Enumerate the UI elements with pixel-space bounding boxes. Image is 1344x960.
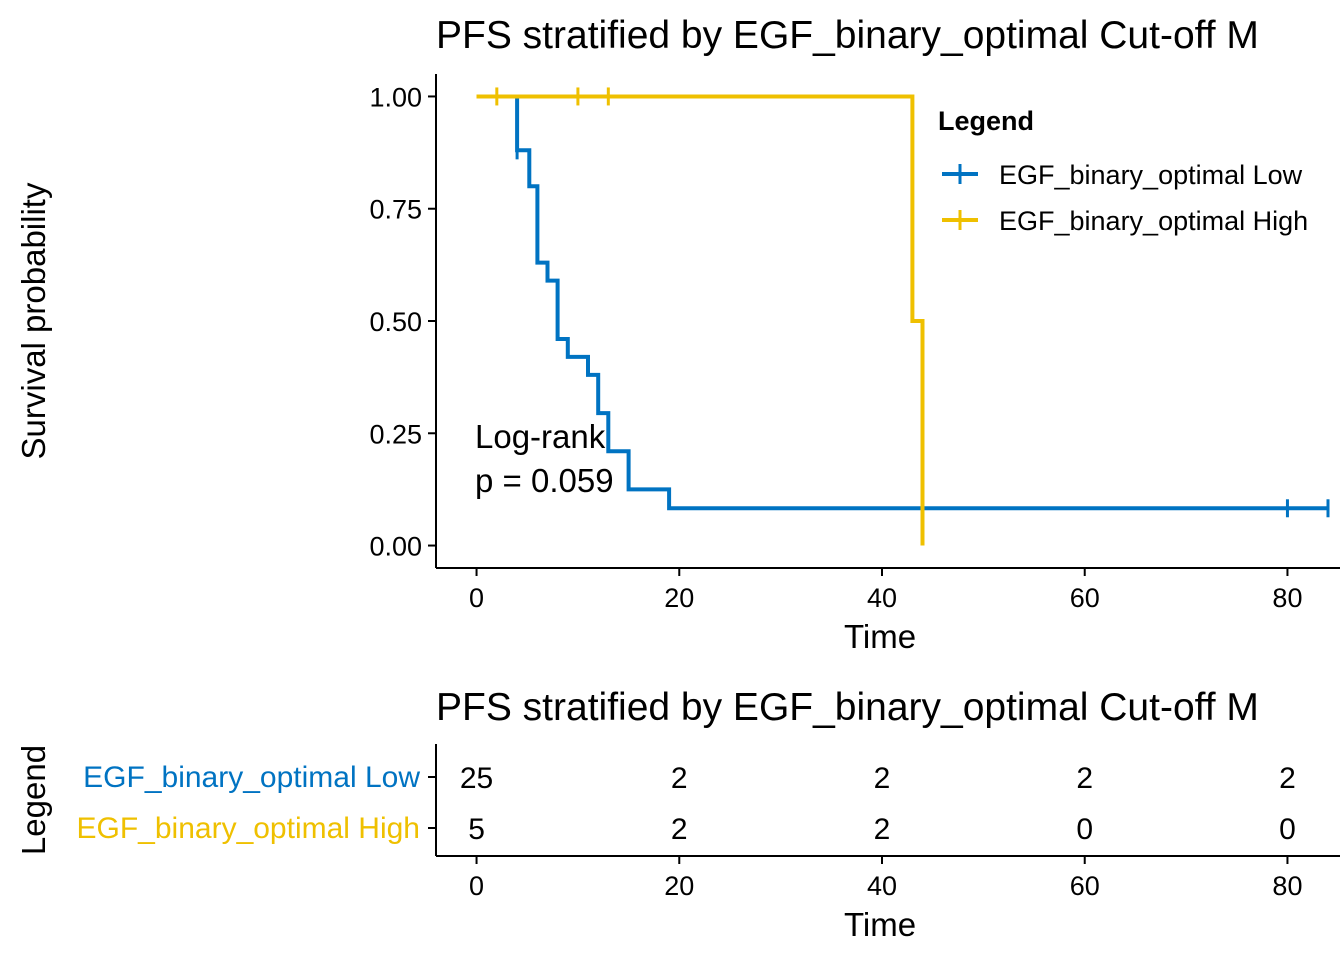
km-x-axis-title: Time: [844, 618, 916, 655]
risk-table-x-axis-title: Time: [844, 906, 916, 943]
risk-cell: 2: [671, 813, 688, 846]
km-x-tick-label: 60: [1070, 583, 1100, 613]
km-y-tick-label: 1.00: [369, 82, 422, 112]
risk-cell: 2: [671, 762, 688, 795]
km-legend: Legend EGF_binary_optimal Low EGF_binary…: [938, 106, 1308, 236]
legend-label-low: EGF_binary_optimal Low: [999, 160, 1303, 190]
risk-x-tick-label: 80: [1272, 871, 1302, 901]
km-y-tick-label: 0.50: [369, 307, 422, 337]
risk-cell: 0: [1076, 813, 1093, 846]
risk-cell: 5: [468, 813, 485, 846]
risk-cell: 0: [1279, 813, 1296, 846]
km-y-tick-label: 0.75: [369, 195, 422, 225]
km-plot-title: PFS stratified by EGF_binary_optimal Cut…: [436, 14, 1259, 57]
km-curves: [476, 87, 1330, 546]
km-curve-low: [476, 94, 1328, 511]
logrank-label: Log-rank: [475, 418, 606, 455]
km-curve-high: [476, 94, 925, 546]
km-x-tick-label: 0: [469, 583, 484, 613]
risk-cell: 25: [460, 762, 493, 795]
risk-cell: 2: [874, 813, 891, 846]
km-axes: 0.00 0.25 0.50 0.75 1.00 0 20 40 60 80: [369, 74, 1340, 613]
risk-cell: 2: [1076, 762, 1093, 795]
legend-title: Legend: [938, 106, 1034, 136]
legend-entry-high: EGF_binary_optimal High: [942, 206, 1308, 236]
km-x-tick-label: 40: [867, 583, 897, 613]
km-y-tick-label: 0.00: [369, 532, 422, 562]
risk-x-tick-label: 60: [1070, 871, 1100, 901]
risk-strata-label-low: EGF_binary_optimal Low: [83, 761, 420, 794]
km-x-tick-label: 80: [1272, 583, 1302, 613]
risk-x-tick-label: 20: [664, 871, 694, 901]
km-y-axis-title: Survival probability: [15, 182, 52, 459]
risk-table-title: PFS stratified by EGF_binary_optimal Cut…: [436, 686, 1259, 729]
logrank-pvalue: p = 0.059: [475, 462, 614, 499]
risk-table-y-axis-title: Legend: [15, 745, 52, 855]
legend-label-high: EGF_binary_optimal High: [999, 206, 1308, 236]
risk-strata-label-high: EGF_binary_optimal High: [77, 812, 421, 845]
risk-x-tick-label: 40: [867, 871, 897, 901]
risk-table-cells: 25 2 2 2 25 2 2 0 0: [460, 762, 1296, 846]
km-x-tick-label: 20: [664, 583, 694, 613]
risk-x-tick-label: 0: [469, 871, 484, 901]
risk-cell: 2: [874, 762, 891, 795]
risk-cell: 2: [1279, 762, 1296, 795]
km-y-tick-label: 0.25: [369, 419, 422, 449]
legend-entry-low: EGF_binary_optimal Low: [942, 160, 1303, 190]
